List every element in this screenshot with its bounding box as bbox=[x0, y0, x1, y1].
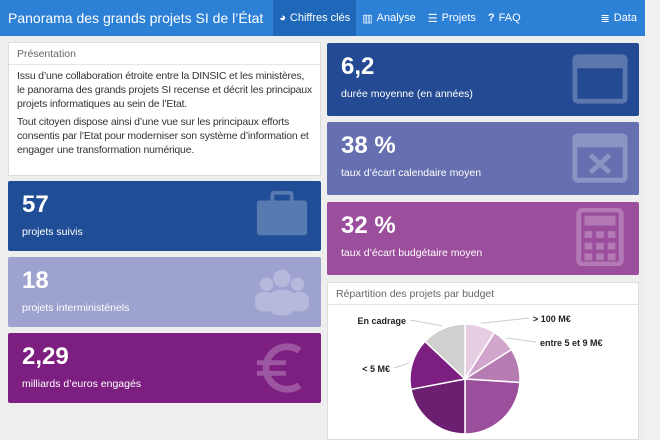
app-title[interactable]: Panorama des grands projets SI de l’État bbox=[8, 10, 264, 26]
nav-analyse[interactable]: ▥ Analyse bbox=[356, 0, 422, 36]
stat-box: 6,2 durée moyenne (en années) bbox=[327, 43, 639, 116]
pie-chart: > 100 M€ entre 5 et 9 M€ < 5 M€ En cadrage bbox=[357, 314, 603, 435]
nav-data[interactable]: ≣ Data bbox=[595, 0, 645, 36]
pie-slice[interactable] bbox=[410, 378, 466, 435]
stat-label: milliards d’euros engagés bbox=[22, 378, 142, 390]
stat-box: 18 projets interministériels bbox=[8, 257, 321, 327]
stat-label: projets interministériels bbox=[22, 302, 130, 314]
presentation-text-1: Issu d’une collaboration étroite entre l… bbox=[17, 70, 312, 110]
pie-label-line bbox=[393, 362, 410, 369]
nav-faq[interactable]: ? FAQ bbox=[482, 0, 527, 36]
nav-chiffres-cles[interactable]: ◕ Chiffres clés bbox=[273, 0, 357, 36]
calendar-icon bbox=[572, 54, 628, 104]
pie-label: < 5 M€ bbox=[362, 364, 390, 374]
presentation-text-2: Tout citoyen dispose ainsi d’une vue sur… bbox=[17, 116, 309, 156]
chart-title: Répartition des projets par budget bbox=[328, 283, 638, 305]
nav-label: Data bbox=[613, 12, 637, 24]
nav-label: Analyse bbox=[376, 12, 416, 24]
stat-label: taux d’écart calendaire moyen bbox=[341, 167, 482, 179]
list-icon: ☰ bbox=[427, 12, 438, 25]
stat-value: 57 bbox=[22, 191, 49, 218]
calendar-times-icon bbox=[572, 133, 628, 183]
stat-value: 2,29 bbox=[22, 343, 69, 370]
stat-value: 32 % bbox=[341, 212, 396, 239]
users-icon bbox=[254, 269, 310, 316]
pie-label: entre 5 et 9 M€ bbox=[540, 338, 603, 348]
question-icon: ? bbox=[487, 12, 495, 24]
pie-label: En cadrage bbox=[357, 316, 406, 326]
calculator-icon bbox=[576, 208, 624, 266]
stat-value: 6,2 bbox=[341, 53, 375, 80]
nav-label: Projets bbox=[441, 12, 476, 24]
stat-box: 2,29 milliards d’euros engagés bbox=[8, 333, 321, 403]
stat-box: 57 projets suivis bbox=[8, 181, 321, 251]
pie-label: > 100 M€ bbox=[533, 314, 571, 324]
pie-slice[interactable] bbox=[464, 378, 521, 435]
stat-label: durée moyenne (en années) bbox=[341, 88, 473, 100]
top-navbar: Panorama des grands projets SI de l’État… bbox=[0, 0, 645, 36]
database-icon: ≣ bbox=[600, 12, 610, 25]
euro-icon bbox=[256, 343, 302, 393]
stat-value: 18 bbox=[22, 267, 49, 294]
pie-label-line bbox=[481, 317, 530, 324]
dashboard-icon: ◕ bbox=[279, 12, 286, 24]
nav-label: Chiffres clés bbox=[289, 12, 351, 24]
bar-chart-icon: ▥ bbox=[362, 12, 373, 25]
briefcase-icon bbox=[256, 190, 308, 236]
nav-label: FAQ bbox=[498, 12, 521, 24]
panel-title: Présentation bbox=[9, 43, 320, 65]
nav-projets[interactable]: ☰ Projets bbox=[422, 0, 482, 36]
stat-label: projets suivis bbox=[22, 226, 83, 238]
pie-label-line bbox=[409, 319, 443, 327]
pie-slice[interactable] bbox=[409, 340, 467, 391]
pie-slice[interactable] bbox=[423, 323, 466, 381]
stat-value: 38 % bbox=[341, 132, 396, 159]
budget-chart-panel: Répartition des projets par budget > 100… bbox=[327, 282, 639, 440]
stat-box: 32 % taux d’écart budgétaire moyen bbox=[327, 202, 639, 275]
stat-box: 38 % taux d’écart calendaire moyen bbox=[327, 122, 639, 195]
scrollbar[interactable] bbox=[645, 0, 660, 440]
presentation-panel: Présentation Issu d’une collaboration ét… bbox=[8, 42, 321, 176]
pie-label-line bbox=[505, 337, 537, 343]
stat-label: taux d’écart budgétaire moyen bbox=[341, 247, 483, 259]
